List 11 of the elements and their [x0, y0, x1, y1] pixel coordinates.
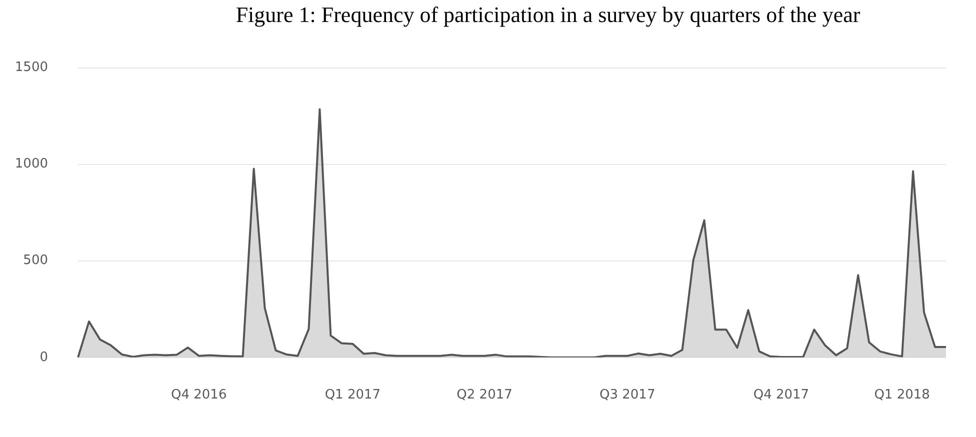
chart-title: Figure 1: Frequency of participation in a survey by quarters of the year [234, 1, 862, 29]
y-tick-label: 1000 [14, 156, 48, 172]
x-tick-label: Q1 2017 [324, 388, 381, 403]
y-tick-label: 500 [23, 253, 48, 268]
x-tick-label: Q1 2018 [874, 388, 930, 403]
y-tick-label: 0 [40, 350, 48, 365]
x-tick-label: Q3 2017 [600, 388, 656, 403]
y-tick-label: 1500 [14, 60, 48, 76]
x-tick-label: Q4 2016 [170, 388, 227, 403]
x-tick-label: Q2 2017 [456, 388, 512, 403]
x-tick-label: Q4 2017 [753, 388, 810, 403]
